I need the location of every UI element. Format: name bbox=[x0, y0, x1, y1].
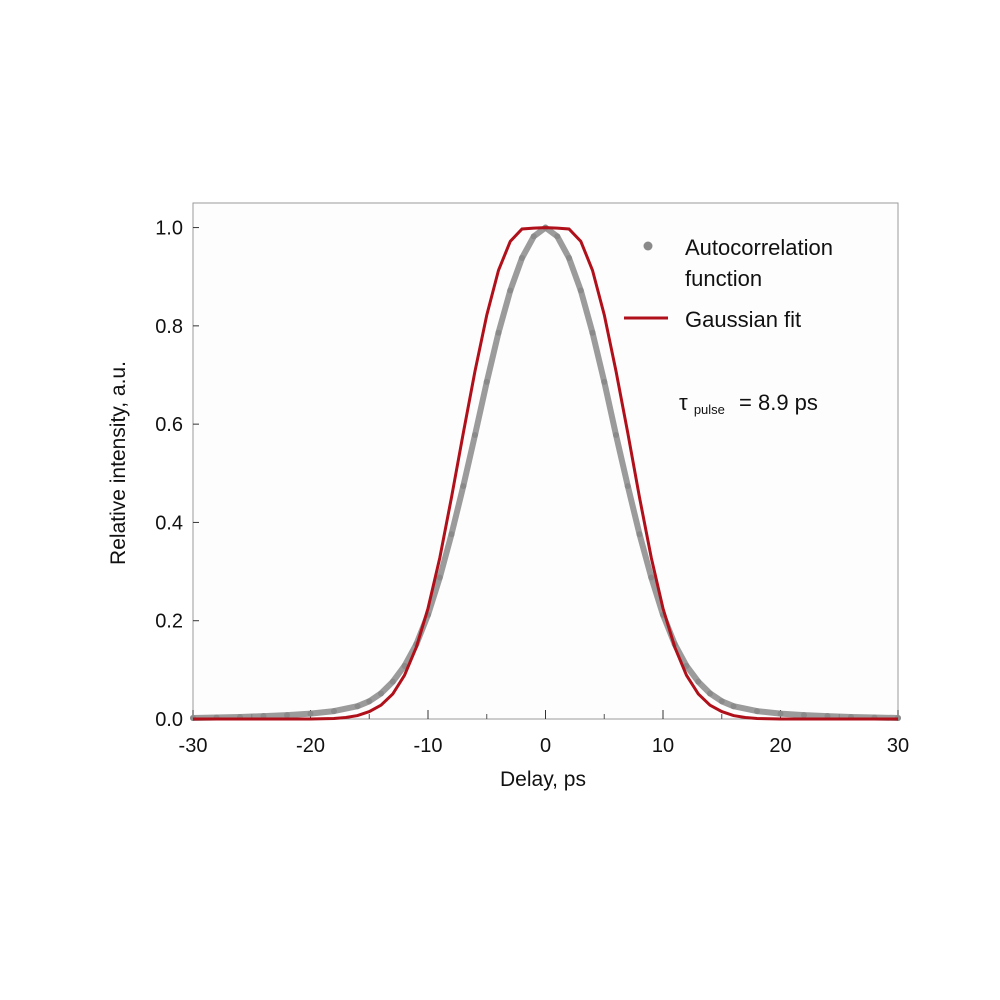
y-axis-title: Relative intensity, a.u. bbox=[107, 361, 130, 565]
y-tick-label: 0.2 bbox=[155, 611, 183, 633]
autocorrelation-point bbox=[589, 329, 596, 336]
autocorrelation-point bbox=[460, 483, 467, 490]
autocorrelation-point bbox=[530, 233, 537, 240]
autocorrelation-point bbox=[554, 233, 561, 240]
autocorrelation-point bbox=[730, 703, 737, 710]
autocorrelation-point bbox=[448, 531, 455, 538]
autocorrelation-point bbox=[519, 255, 525, 262]
x-tick-label: 30 bbox=[887, 735, 909, 757]
autocorrelation-point bbox=[624, 483, 631, 490]
autocorrelation-point bbox=[354, 703, 361, 710]
x-tick-label: -10 bbox=[414, 735, 443, 757]
x-tick-label: 20 bbox=[769, 735, 791, 757]
autocorrelation-point bbox=[613, 431, 619, 438]
autocorrelation-point bbox=[707, 690, 713, 697]
autocorrelation-point bbox=[331, 708, 337, 715]
autocorrelation-point bbox=[284, 712, 290, 719]
y-tick-label: 0.0 bbox=[155, 709, 183, 731]
autocorrelation-point bbox=[436, 574, 443, 581]
autocorrelation-point bbox=[718, 698, 725, 705]
autocorrelation-point bbox=[695, 678, 702, 685]
pulse-duration-value: = 8.9 ps bbox=[739, 390, 818, 415]
autocorrelation-point bbox=[777, 710, 784, 717]
gaussian-fit-line bbox=[193, 226, 898, 721]
autocorrelation-point bbox=[389, 678, 396, 685]
plot-area bbox=[192, 202, 899, 720]
y-tick-label: 0.8 bbox=[155, 316, 183, 338]
x-tick-label: 10 bbox=[652, 735, 674, 757]
x-tick-label: -30 bbox=[179, 735, 208, 757]
autocorrelation-point bbox=[472, 431, 478, 438]
autocorrelation-point bbox=[483, 378, 490, 385]
tau-symbol: τ bbox=[679, 390, 688, 415]
autocorrelation-point bbox=[577, 287, 584, 294]
pulse-annotation: τ pulse = 8.9 ps bbox=[679, 390, 818, 419]
tau-subscript: pulse bbox=[694, 402, 725, 417]
legend-label-gaussian: Gaussian fit bbox=[685, 307, 801, 332]
legend-label-autocorrelation-line2: function bbox=[685, 266, 762, 291]
y-axis: 0.0 0.2 0.4 0.6 0.8 1.0 bbox=[155, 218, 199, 731]
autocorrelation-point bbox=[754, 708, 760, 715]
y-tick-label: 0.6 bbox=[155, 414, 183, 436]
svg-text:τ pulse = 8.9 ps: τ pulse = 8.9 ps bbox=[679, 390, 818, 419]
autocorrelation-point bbox=[636, 531, 643, 538]
autocorrelation-point bbox=[683, 662, 690, 669]
autocorrelation-point bbox=[401, 662, 408, 669]
autocorrelation-point bbox=[307, 710, 314, 717]
x-tick-label: 0 bbox=[540, 735, 551, 757]
legend-marker-autocorrelation bbox=[643, 241, 653, 251]
y-tick-label: 0.4 bbox=[155, 512, 183, 534]
x-axis: -30 -20 -10 0 10 20 30 bbox=[179, 710, 909, 757]
x-tick-label: -20 bbox=[296, 735, 325, 757]
autocorrelation-point bbox=[648, 574, 655, 581]
legend: Autocorrelation function Gaussian fit bbox=[624, 235, 833, 332]
legend-label-autocorrelation-line1: Autocorrelation bbox=[685, 235, 833, 260]
autocorrelation-point bbox=[366, 698, 373, 705]
autocorrelation-point bbox=[507, 287, 514, 294]
autocorrelation-point bbox=[566, 255, 572, 262]
autocorrelation-point bbox=[378, 690, 384, 697]
x-axis-title: Delay, ps bbox=[500, 768, 586, 791]
autocorrelation-point bbox=[495, 329, 502, 336]
autocorrelation-point bbox=[801, 712, 807, 719]
autocorrelation-point bbox=[601, 378, 608, 385]
y-tick-label: 1.0 bbox=[155, 218, 183, 240]
